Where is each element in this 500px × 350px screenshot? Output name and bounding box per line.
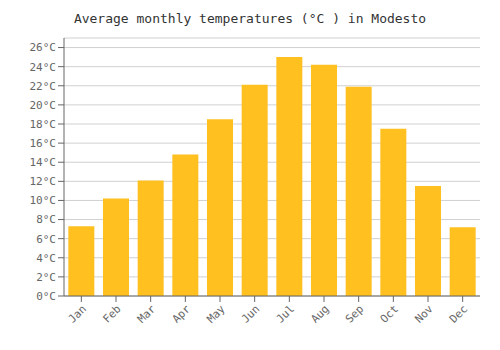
svg-text:Jan: Jan: [66, 302, 89, 325]
svg-text:8°C: 8°C: [36, 213, 56, 226]
svg-text:14°C: 14°C: [30, 156, 57, 169]
html-text:Average monthly temperatures (: Average monthly temperatures (°C ) in Mo…: [73, 11, 427, 26]
svg-text:24°C: 24°C: [30, 61, 57, 74]
svg-text:26°C: 26°C: [30, 41, 57, 54]
svg-text:16°C: 16°C: [30, 137, 57, 150]
svg-text:0°C: 0°C: [36, 290, 56, 303]
svg-text:Sep: Sep: [343, 302, 366, 325]
svg-text:Aug: Aug: [308, 302, 331, 325]
svg-text:Feb: Feb: [100, 302, 123, 325]
svg-text:Jul: Jul: [274, 302, 297, 325]
svg-text:10°C: 10°C: [30, 194, 57, 207]
svg-text:Mar: Mar: [135, 302, 159, 326]
svg-text:22°C: 22°C: [30, 80, 57, 93]
svg-text:Oct: Oct: [378, 302, 401, 325]
svg-text:12°C: 12°C: [30, 175, 57, 188]
svg-text:20°C: 20°C: [30, 99, 57, 112]
svg-text:2°C: 2°C: [36, 271, 56, 284]
svg-text:Jun: Jun: [239, 302, 262, 325]
svg-text:Nov: Nov: [412, 302, 436, 326]
svg-text:4°C: 4°C: [36, 252, 56, 265]
svg-text:Dec: Dec: [447, 302, 470, 325]
svg-text:18°C: 18°C: [30, 118, 57, 131]
svg-text:6°C: 6°C: [36, 233, 56, 246]
svg-text:Apr: Apr: [170, 302, 194, 326]
svg-text:May: May: [204, 302, 228, 326]
